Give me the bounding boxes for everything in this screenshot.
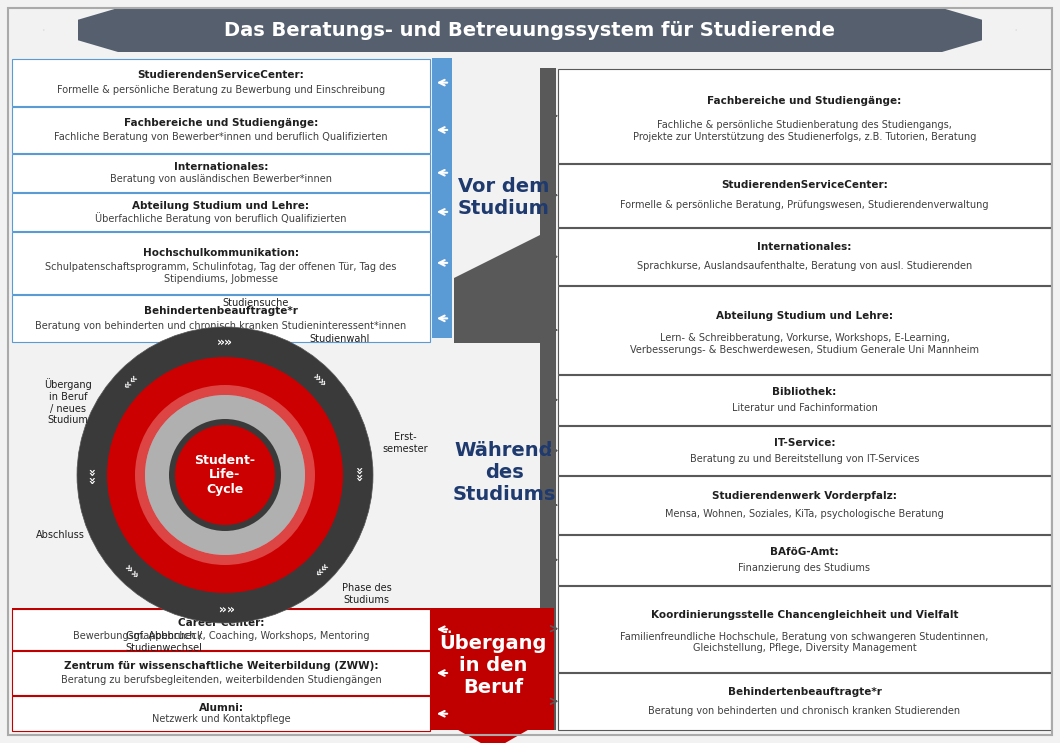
Text: Überfachliche Beratung von beruflich Qualifizierten: Überfachliche Beratung von beruflich Qua…	[95, 212, 347, 224]
FancyBboxPatch shape	[12, 59, 430, 106]
Text: Fachliche & persönliche Studienberatung des Studiengangs,
Projekte zur Unterstüt: Fachliche & persönliche Studienberatung …	[633, 120, 976, 142]
Text: Beratung von behinderten und chronisch kranken Studierenden: Beratung von behinderten und chronisch k…	[649, 706, 960, 716]
FancyBboxPatch shape	[558, 228, 1052, 285]
Text: »»: »»	[308, 371, 330, 392]
FancyBboxPatch shape	[558, 426, 1052, 476]
Text: Fachliche Beratung von Bewerber*innen und beruflich Qualifizierten: Fachliche Beratung von Bewerber*innen un…	[54, 132, 388, 142]
Text: Schulpatenschaftsprogramm, Schulinfotag, Tag der offenen Tür, Tag des
Stipendium: Schulpatenschaftsprogramm, Schulinfotag,…	[46, 262, 396, 284]
Text: Ggf. Abbbruch /
Studienwechsel: Ggf. Abbbruch / Studienwechsel	[126, 632, 202, 653]
Text: Sprachkurse, Auslandsaufenthalte, Beratung von ausl. Studierenden: Sprachkurse, Auslandsaufenthalte, Beratu…	[637, 261, 972, 270]
Text: ««: ««	[217, 602, 233, 614]
FancyBboxPatch shape	[12, 608, 452, 730]
Text: Alumni:: Alumni:	[198, 703, 244, 713]
Text: Abschluss: Abschluss	[36, 530, 85, 540]
FancyBboxPatch shape	[558, 585, 1052, 672]
Text: Erst-
semester: Erst- semester	[383, 432, 428, 454]
Text: Phase des
Studiums: Phase des Studiums	[341, 583, 391, 605]
FancyBboxPatch shape	[12, 193, 430, 231]
Text: Career Center:: Career Center:	[178, 617, 264, 628]
Text: Mensa, Wohnen, Soziales, KiTa, psychologische Beratung: Mensa, Wohnen, Soziales, KiTa, psycholog…	[665, 509, 943, 519]
Text: Finanzierung des Studiums: Finanzierung des Studiums	[739, 562, 870, 573]
Text: Studierendenwerk Vorderpfalz:: Studierendenwerk Vorderpfalz:	[712, 491, 897, 501]
Text: Während
des
Studiums: Während des Studiums	[453, 441, 555, 504]
Text: Studiensuche: Studiensuche	[223, 298, 288, 308]
Text: Beratung zu berufsbegleitenden, weiterbildenden Studiengängen: Beratung zu berufsbegleitenden, weiterbi…	[60, 675, 382, 685]
Text: StudierendenServiceCenter:: StudierendenServiceCenter:	[138, 70, 304, 80]
Text: Zentrum für wissenschaftliche Weiterbildung (ZWW):: Zentrum für wissenschaftliche Weiterbild…	[64, 661, 378, 671]
Text: »»: »»	[217, 336, 233, 348]
Text: Internationales:: Internationales:	[174, 162, 268, 172]
Circle shape	[145, 395, 305, 555]
FancyBboxPatch shape	[12, 232, 430, 293]
Text: »»: »»	[352, 467, 365, 483]
FancyBboxPatch shape	[558, 163, 1052, 227]
Text: Netzwerk und Kontaktpflege: Netzwerk und Kontaktpflege	[152, 714, 290, 724]
Text: Vor dem
Studium: Vor dem Studium	[458, 178, 550, 218]
Polygon shape	[942, 8, 1017, 52]
Text: Formelle & persönliche Beratung zu Bewerbung und Einschreibung: Formelle & persönliche Beratung zu Bewer…	[57, 85, 385, 95]
Polygon shape	[432, 715, 554, 743]
Circle shape	[175, 425, 275, 525]
Text: ««: ««	[86, 467, 99, 483]
Text: Behindertenbeauftragte*r: Behindertenbeauftragte*r	[144, 306, 298, 316]
Text: Beratung von ausländischen Bewerber*innen: Beratung von ausländischen Bewerber*inne…	[110, 174, 332, 184]
FancyBboxPatch shape	[432, 608, 554, 715]
FancyBboxPatch shape	[558, 672, 1052, 730]
Polygon shape	[43, 8, 78, 52]
Text: Bewerbungsmappencheck, Coaching, Workshops, Mentoring: Bewerbungsmappencheck, Coaching, Worksho…	[73, 631, 369, 640]
FancyBboxPatch shape	[558, 286, 1052, 374]
Text: Koordinierungsstelle Chancengleichheit und Vielfalt: Koordinierungsstelle Chancengleichheit u…	[651, 610, 958, 620]
FancyBboxPatch shape	[12, 609, 430, 649]
Circle shape	[107, 357, 343, 593]
Circle shape	[145, 395, 305, 555]
Text: Fachbereiche und Studiengänge:: Fachbereiche und Studiengänge:	[124, 117, 318, 128]
FancyBboxPatch shape	[558, 69, 1052, 163]
FancyBboxPatch shape	[454, 338, 554, 608]
Polygon shape	[454, 228, 554, 343]
FancyBboxPatch shape	[432, 58, 452, 338]
Text: ««: ««	[121, 559, 141, 580]
Circle shape	[135, 385, 315, 565]
Text: Abteilung Studium und Lehre:: Abteilung Studium und Lehre:	[132, 201, 310, 211]
Circle shape	[77, 327, 373, 623]
FancyBboxPatch shape	[432, 608, 554, 730]
Text: Fachbereiche und Studiengänge:: Fachbereiche und Studiengänge:	[707, 96, 902, 106]
Text: Übergang
in den
Beruf: Übergang in den Beruf	[439, 631, 547, 697]
FancyBboxPatch shape	[12, 107, 430, 152]
Polygon shape	[982, 8, 1017, 52]
Text: Internationales:: Internationales:	[757, 242, 851, 253]
Text: Student-
Life-
Cycle: Student- Life- Cycle	[194, 453, 255, 496]
Text: Bibliothek:: Bibliothek:	[773, 387, 836, 397]
Text: Das Beratungs- und Betreuungssystem für Studierende: Das Beratungs- und Betreuungssystem für …	[225, 21, 835, 39]
FancyBboxPatch shape	[558, 375, 1052, 425]
Text: Hochschulkommunikation:: Hochschulkommunikation:	[143, 248, 299, 258]
Text: Abteilung Studium und Lehre:: Abteilung Studium und Lehre:	[716, 311, 893, 321]
FancyBboxPatch shape	[12, 295, 430, 342]
Text: Literatur und Fachinformation: Literatur und Fachinformation	[731, 403, 878, 412]
Text: IT-Service:: IT-Service:	[774, 438, 835, 447]
Text: Lern- & Schreibberatung, Vorkurse, Workshops, E-Learning,
Verbesserungs- & Besch: Lern- & Schreibberatung, Vorkurse, Works…	[630, 334, 979, 355]
Text: Studienwahl: Studienwahl	[310, 334, 370, 344]
Text: Behindertenbeauftragte*r: Behindertenbeauftragte*r	[727, 687, 882, 697]
FancyBboxPatch shape	[12, 154, 430, 192]
FancyBboxPatch shape	[558, 535, 1052, 585]
Circle shape	[169, 419, 281, 531]
FancyBboxPatch shape	[118, 8, 942, 52]
FancyBboxPatch shape	[12, 696, 430, 731]
Text: Familienfreundliche Hochschule, Beratung von schwangeren Studentinnen,
Gleichste: Familienfreundliche Hochschule, Beratung…	[620, 632, 989, 653]
Text: Beratung von behinderten und chronisch kranken Studieninteressent*innen: Beratung von behinderten und chronisch k…	[35, 321, 407, 331]
Text: Formelle & persönliche Beratung, Prüfungswesen, Studierendenverwaltung: Formelle & persönliche Beratung, Prüfung…	[620, 201, 989, 210]
FancyBboxPatch shape	[12, 651, 430, 695]
Text: Übergang
in Beruf
/ neues
Studium: Übergang in Beruf / neues Studium	[45, 378, 92, 425]
Text: StudierendenServiceCenter:: StudierendenServiceCenter:	[721, 180, 888, 190]
FancyBboxPatch shape	[558, 476, 1052, 533]
Polygon shape	[43, 8, 118, 52]
FancyBboxPatch shape	[540, 68, 556, 730]
Text: »»: »»	[308, 559, 330, 580]
Text: Beratung zu und Bereitstellung von IT-Services: Beratung zu und Bereitstellung von IT-Se…	[690, 453, 919, 464]
Text: BAföG-Amt:: BAföG-Amt:	[771, 547, 838, 557]
Text: ««: ««	[121, 371, 141, 392]
